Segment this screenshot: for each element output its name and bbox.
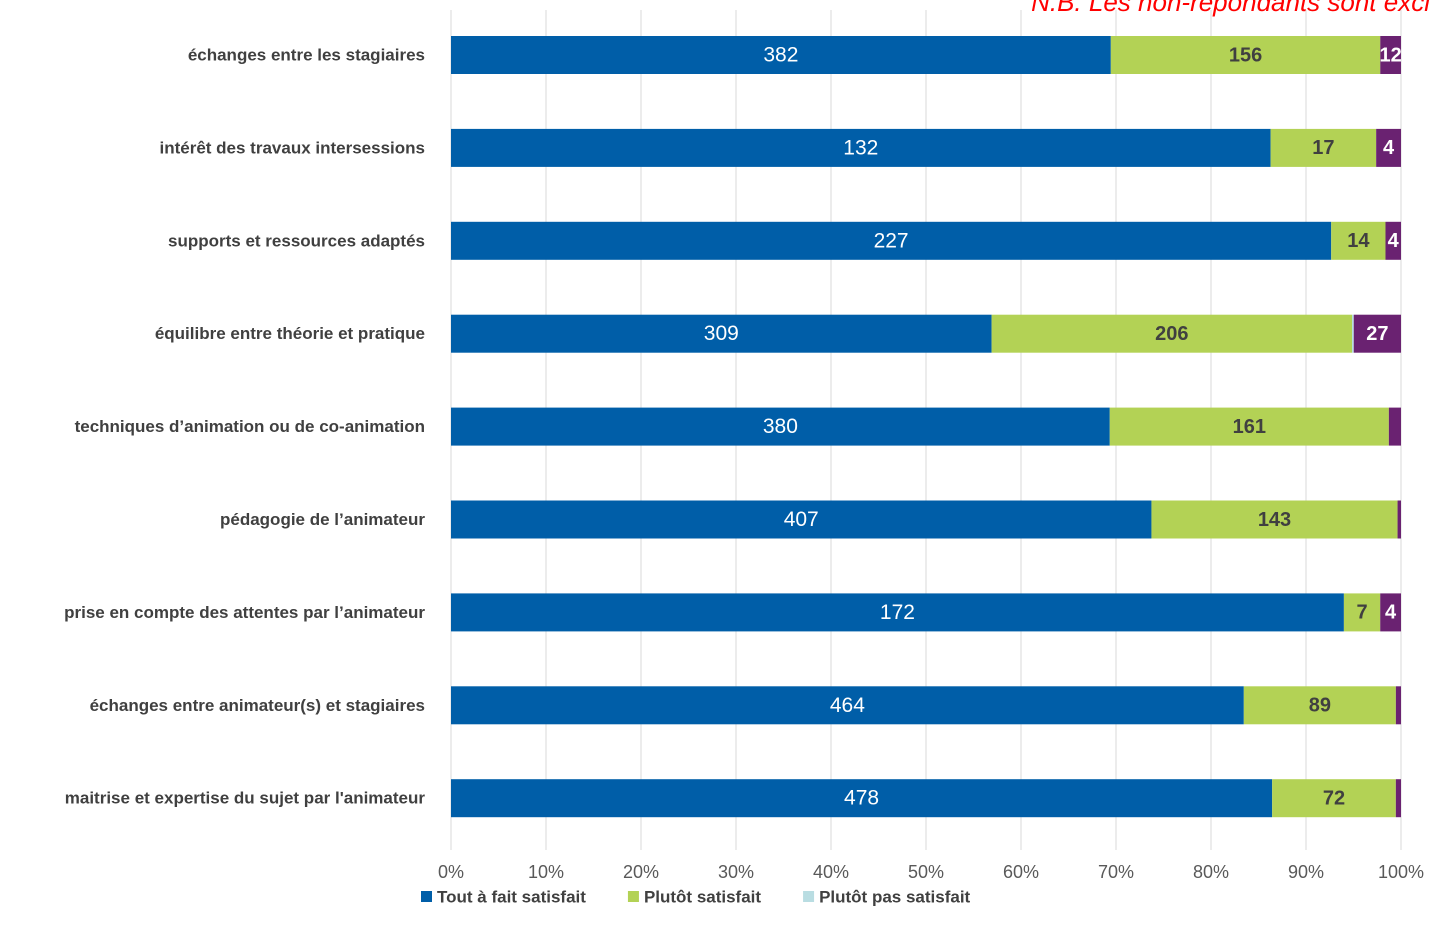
data-label: 27 bbox=[1366, 323, 1388, 345]
data-label: 464 bbox=[830, 694, 865, 717]
x-tick-label: 60% bbox=[1003, 862, 1039, 882]
category-label: échanges entre animateur(s) et stagiaire… bbox=[90, 696, 425, 715]
legend-item: Plutôt satisfait bbox=[627, 887, 761, 906]
bar-segment bbox=[1110, 36, 1381, 74]
bar-segment bbox=[1270, 128, 1377, 167]
category-label: prise en compte des attentes par l’anima… bbox=[64, 603, 425, 622]
data-label: 72 bbox=[1323, 787, 1345, 809]
bar-segment bbox=[1395, 779, 1401, 818]
legend-label: Plutôt satisfait bbox=[644, 887, 761, 906]
bar-segment bbox=[1385, 221, 1401, 260]
data-label: 89 bbox=[1309, 695, 1331, 717]
bar-segment bbox=[451, 593, 1344, 632]
data-label: 156 bbox=[1229, 44, 1262, 66]
data-label: 161 bbox=[1233, 416, 1266, 438]
bar-segment bbox=[1343, 593, 1381, 632]
legend-item: Tout à fait satisfait bbox=[421, 887, 586, 906]
bar-segment bbox=[1272, 779, 1396, 818]
data-label: 206 bbox=[1155, 323, 1188, 345]
bar-segment bbox=[451, 686, 1244, 725]
bar-segment bbox=[1151, 500, 1398, 539]
legend-item: Plutôt pas satisfait bbox=[803, 887, 971, 906]
category-label: échanges entre les stagiaires bbox=[188, 45, 425, 64]
legend-label: Plutôt pas satisfait bbox=[819, 887, 970, 906]
bar-segment bbox=[1376, 128, 1401, 167]
bar-segment bbox=[1353, 314, 1401, 353]
data-label: 380 bbox=[763, 415, 798, 438]
bar-segment bbox=[451, 128, 1271, 167]
data-label: 12 bbox=[1380, 44, 1402, 66]
data-label: 4 bbox=[1385, 602, 1397, 624]
bar-segment bbox=[1109, 407, 1389, 446]
legend-swatch bbox=[803, 891, 815, 902]
bar-segment bbox=[1243, 686, 1396, 725]
category-label: pédagogie de l’animateur bbox=[220, 510, 425, 529]
category-label: maitrise et expertise du sujet par l'ani… bbox=[65, 789, 426, 808]
legend-swatch bbox=[421, 891, 432, 902]
bar-segment bbox=[1397, 500, 1401, 539]
bar-segment bbox=[451, 314, 992, 353]
bar-segment bbox=[451, 779, 1273, 818]
bar-segment bbox=[1352, 314, 1354, 353]
x-tick-label: 50% bbox=[908, 862, 944, 882]
data-label: 14 bbox=[1347, 230, 1370, 252]
data-label: 17 bbox=[1312, 137, 1334, 159]
x-tick-label: 80% bbox=[1193, 862, 1229, 882]
data-label: 132 bbox=[843, 136, 878, 159]
bar-segment bbox=[1380, 36, 1401, 74]
category-label: techniques d’animation ou de co-animatio… bbox=[75, 417, 425, 436]
annotation: N.B. Les non-répondants sont excl bbox=[1031, 0, 1430, 17]
x-tick-label: 30% bbox=[718, 862, 754, 882]
data-label: 309 bbox=[704, 322, 739, 345]
data-label: 227 bbox=[874, 229, 909, 252]
bar-segment bbox=[1395, 686, 1401, 725]
data-label: 4 bbox=[1383, 137, 1395, 159]
bar-segment bbox=[1331, 221, 1386, 260]
x-tick-label: 10% bbox=[528, 862, 564, 882]
x-tick-label: 90% bbox=[1288, 862, 1324, 882]
data-label: 4 bbox=[1388, 230, 1400, 252]
x-tick-label: 70% bbox=[1098, 862, 1134, 882]
bar-segment bbox=[451, 221, 1332, 260]
x-tick-label: 0% bbox=[438, 862, 464, 882]
bar-segment bbox=[1380, 593, 1401, 632]
bar-segment bbox=[991, 314, 1353, 353]
bar-segment bbox=[451, 407, 1110, 446]
category-label: intérêt des travaux intersessions bbox=[159, 138, 425, 157]
data-label: 407 bbox=[784, 508, 819, 531]
bar-segment bbox=[1388, 407, 1401, 446]
bar-segment bbox=[451, 36, 1111, 74]
x-tick-label: 40% bbox=[813, 862, 849, 882]
x-tick-label: 20% bbox=[623, 862, 659, 882]
x-tick-label: 100% bbox=[1378, 862, 1424, 882]
bar-segment bbox=[451, 500, 1152, 539]
data-label: 478 bbox=[844, 787, 879, 810]
legend-swatch bbox=[627, 891, 639, 902]
data-label: 382 bbox=[763, 44, 798, 67]
data-label: 7 bbox=[1357, 602, 1368, 624]
category-label: supports et ressources adaptés bbox=[168, 231, 425, 250]
category-label: équilibre entre théorie et pratique bbox=[155, 324, 425, 343]
data-label: 172 bbox=[880, 601, 915, 624]
legend-label: Tout à fait satisfait bbox=[437, 887, 586, 906]
data-label: 143 bbox=[1258, 509, 1291, 531]
